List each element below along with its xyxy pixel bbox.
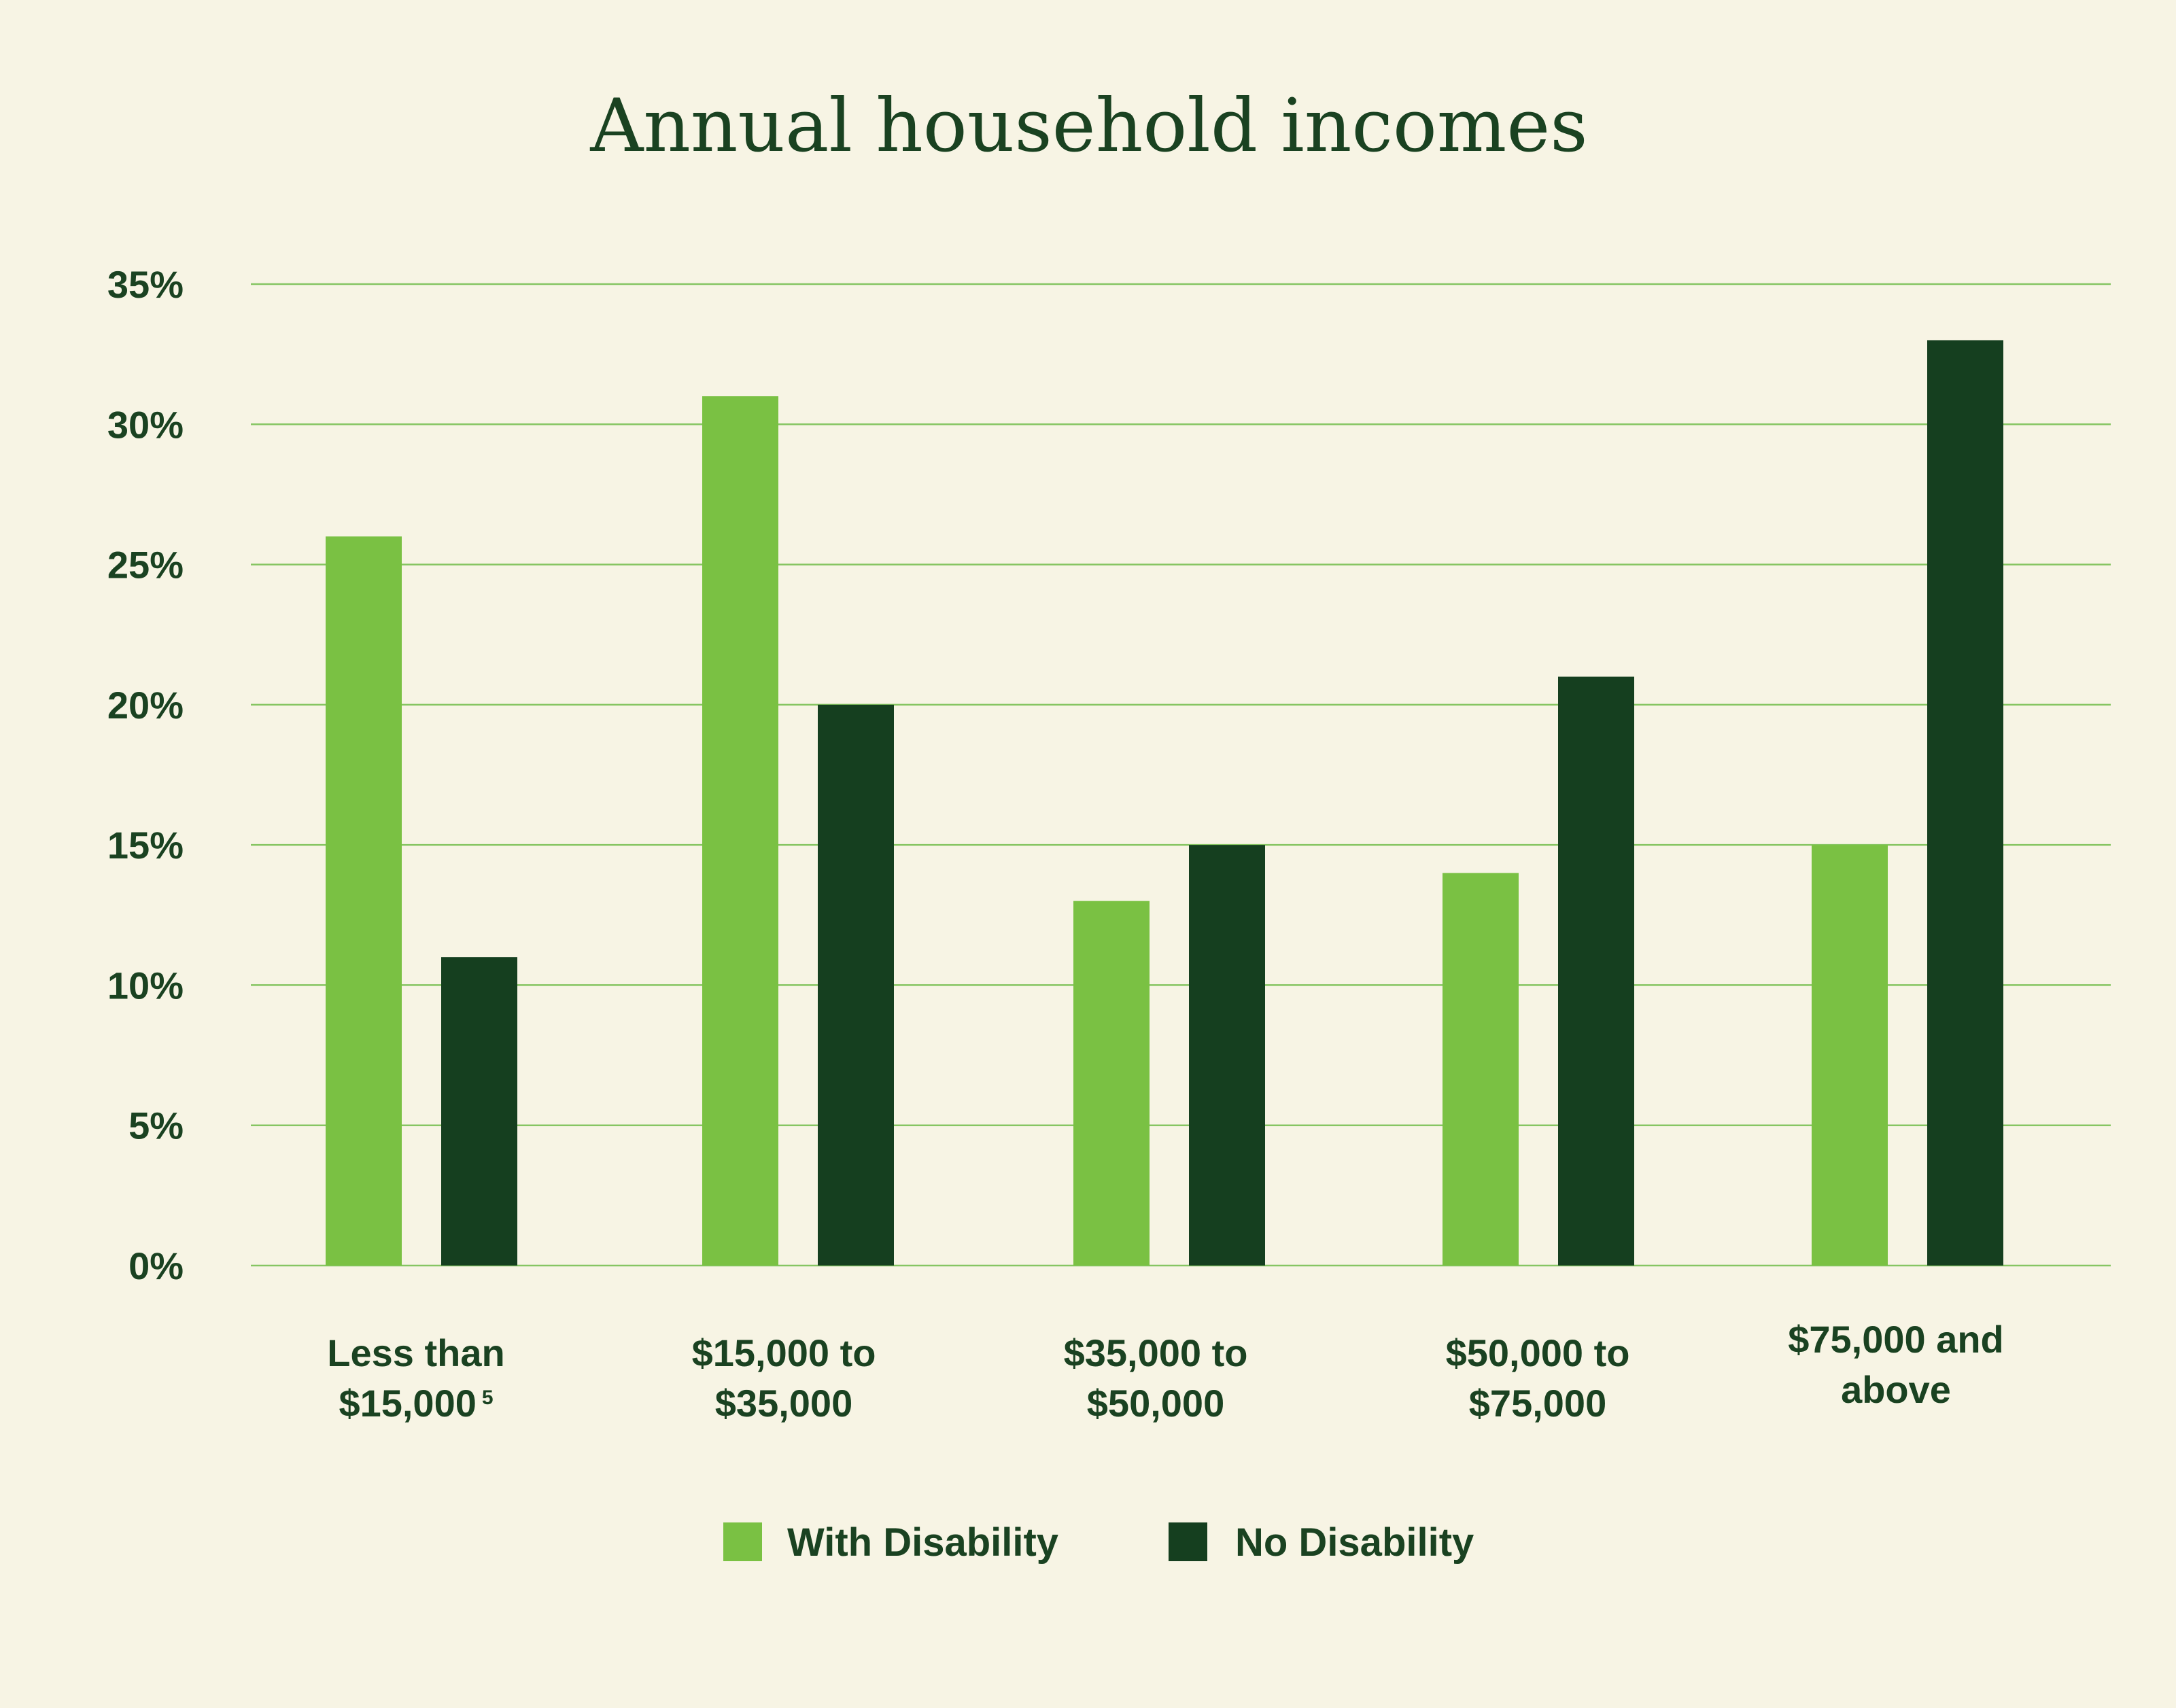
footnote-marker: 5 [482,1387,494,1409]
bar-with-disability [326,536,402,1266]
bar-with-disability [702,396,778,1266]
bar-no-disability [441,957,517,1266]
legend-label-with-disability: With Disability [787,1520,1058,1565]
gridlines [251,283,2111,1267]
legend-swatch-with-disability [723,1522,762,1561]
bar-no-disability [818,704,894,1266]
y-tick-label: 20% [107,684,184,727]
x-axis-ticks: Less than $15,000 5 $15,000 to $35,000 $35,00… [327,1318,2003,1425]
y-tick-label: 35% [107,263,184,306]
x-tick-label: $35,000 [715,1382,852,1425]
y-tick-label: 15% [107,824,184,867]
chart-title: Annual household incomes [589,84,1587,169]
bar-no-disability [1927,340,2003,1266]
x-tick-label: $50,000 [1087,1382,1224,1425]
y-tick-label: 0% [128,1244,184,1287]
legend-label-no-disability: No Disability [1235,1520,1474,1565]
bar-with-disability [1812,845,1888,1266]
legend-swatch-no-disability [1169,1522,1207,1561]
y-axis-ticks: 0% 5% 10% 15% 20% 25% 30% 35% [107,263,184,1287]
x-tick-label: $15,000 5 [339,1382,493,1425]
bar-with-disability [1443,873,1519,1266]
x-tick-label: $15,000 to [692,1331,876,1374]
legend: With Disability No Disability [723,1520,1474,1565]
bar-no-disability [1558,676,1634,1266]
y-tick-label: 5% [128,1104,184,1147]
x-tick-label: $35,000 to [1064,1331,1248,1374]
bar-with-disability [1073,901,1150,1266]
y-tick-label: 25% [107,544,184,587]
y-tick-label: 30% [107,403,184,446]
x-tick-label: $75,000 and [1788,1318,2004,1361]
bars [326,340,2003,1266]
x-tick-label: $75,000 [1469,1382,1606,1425]
y-tick-label: 10% [107,964,184,1007]
x-tick-label: $50,000 to [1446,1331,1630,1374]
bar-no-disability [1189,845,1265,1266]
x-tick-label: above [1841,1368,1951,1411]
x-tick-label: Less than [327,1331,504,1374]
